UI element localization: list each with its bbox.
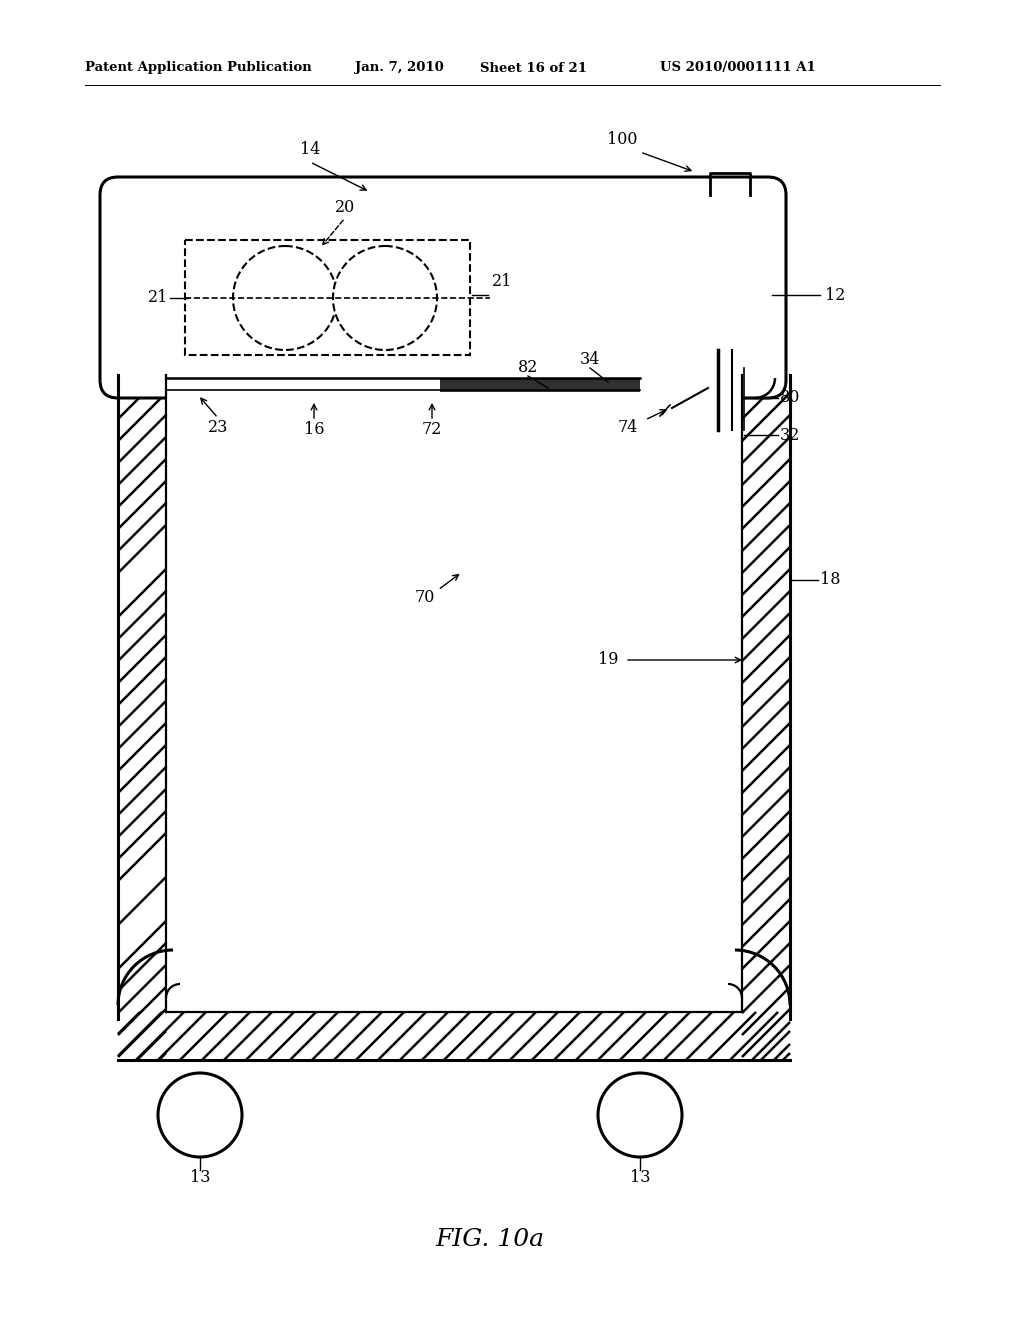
Bar xyxy=(185,240,470,355)
Text: 13: 13 xyxy=(189,1170,210,1187)
Text: 72: 72 xyxy=(422,421,442,438)
Text: 21: 21 xyxy=(492,273,512,290)
Text: Jan. 7, 2010: Jan. 7, 2010 xyxy=(355,62,443,74)
Text: 12: 12 xyxy=(824,286,845,304)
Text: 19: 19 xyxy=(598,652,618,668)
Circle shape xyxy=(333,246,437,350)
Text: 80: 80 xyxy=(780,389,800,407)
Circle shape xyxy=(158,1073,242,1158)
Text: FIG. 10a: FIG. 10a xyxy=(435,1229,545,1251)
Text: 16: 16 xyxy=(304,421,325,438)
Text: 13: 13 xyxy=(630,1170,650,1187)
Text: 14: 14 xyxy=(300,141,321,158)
Text: 74: 74 xyxy=(617,420,638,437)
Bar xyxy=(166,375,742,1012)
Text: 20: 20 xyxy=(335,199,355,216)
Text: Sheet 16 of 21: Sheet 16 of 21 xyxy=(480,62,587,74)
Text: 23: 23 xyxy=(208,420,228,437)
FancyBboxPatch shape xyxy=(100,177,786,399)
Circle shape xyxy=(598,1073,682,1158)
Text: US 2010/0001111 A1: US 2010/0001111 A1 xyxy=(660,62,816,74)
Bar xyxy=(440,378,640,392)
Text: Patent Application Publication: Patent Application Publication xyxy=(85,62,311,74)
Text: 82: 82 xyxy=(518,359,539,376)
Text: 18: 18 xyxy=(820,572,841,589)
Text: 34: 34 xyxy=(580,351,600,368)
Text: 21: 21 xyxy=(147,289,168,306)
Text: 32: 32 xyxy=(780,426,800,444)
Text: 70: 70 xyxy=(415,590,435,606)
Circle shape xyxy=(233,246,337,350)
Text: 100: 100 xyxy=(607,132,637,149)
